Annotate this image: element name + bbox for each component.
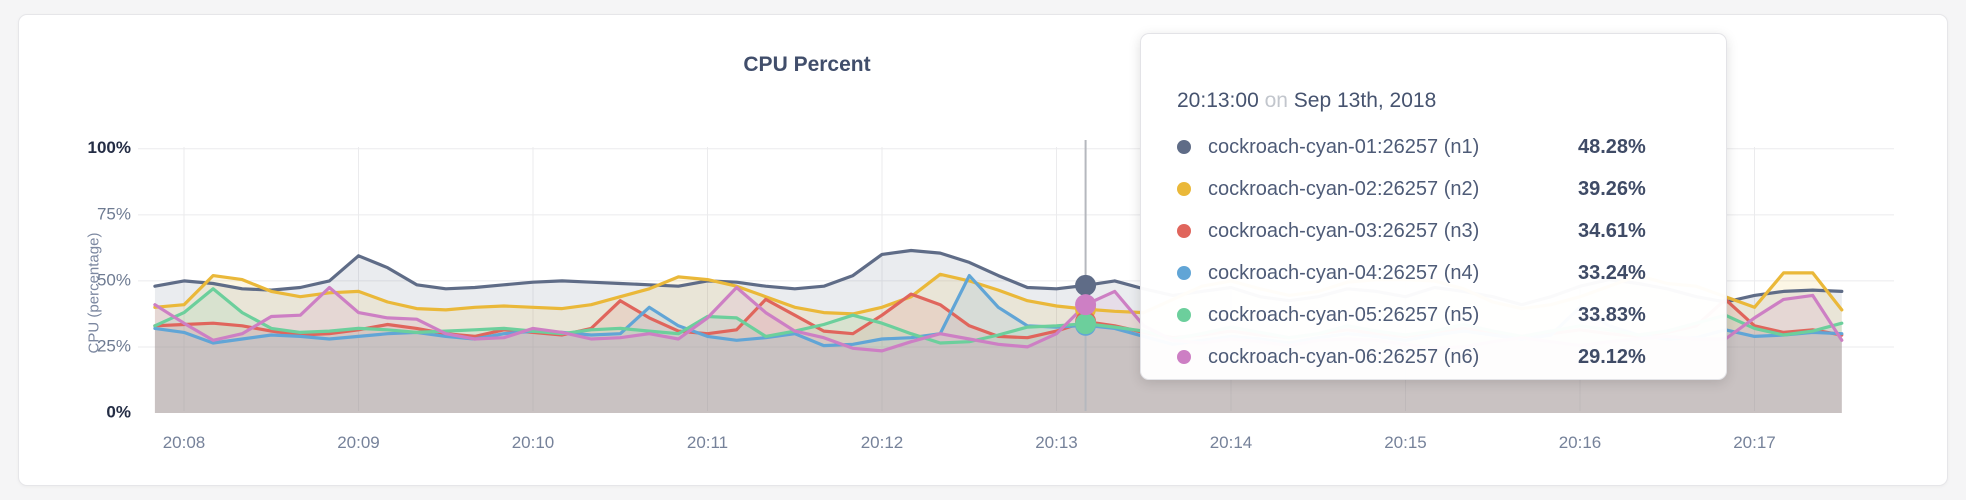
hover-dot-n1 [1075,274,1097,296]
y-tick-label: 0% [106,402,131,421]
tooltip-series-row: cockroach-cyan-02:26257 (n2) 39.26% [1177,168,1696,210]
tooltip-series-row: cockroach-cyan-03:26257 (n3) 34.61% [1177,210,1696,252]
x-tick-label: 20:14 [1210,433,1253,452]
tooltip-date: Sep 13th, 2018 [1293,89,1437,112]
hover-dot-n5 [1075,313,1097,335]
x-tick-label: 20:08 [163,433,206,452]
x-tick-label: 20:17 [1733,433,1776,452]
tooltip-timestamp: 20:13:00 on Sep 13th, 2018 [1177,86,1696,116]
series-value: 33.24% [1578,261,1646,284]
y-tick-label: 25% [97,336,131,355]
x-tick-label: 20:13 [1035,433,1078,452]
series-color-dot [1177,182,1191,196]
series-value: 29.12% [1578,345,1646,368]
y-tick-label: 100% [88,138,131,157]
series-area-n6 [154,287,1842,413]
tooltip-series-list: cockroach-cyan-01:26257 (n1) 48.28% cockro… [1177,126,1696,378]
series-name: cockroach-cyan-03:26257 (n3) [1208,219,1480,242]
tooltip-series-row: cockroach-cyan-01:26257 (n1) 48.28% [1177,126,1696,168]
series-name: cockroach-cyan-04:26257 (n4) [1208,261,1480,284]
tooltip-time: 20:13:00 [1177,89,1259,112]
x-tick-label: 20:09 [337,433,380,452]
series-color-dot [1177,308,1191,322]
series-value: 34.61% [1578,219,1646,242]
series-color-dot [1177,266,1191,280]
y-tick-label: 75% [97,204,131,223]
series-value: 39.26% [1578,177,1646,200]
series-value: 48.28% [1578,135,1646,158]
tooltip-series-row: cockroach-cyan-04:26257 (n4) 33.24% [1177,252,1696,294]
x-tick-label: 20:10 [512,433,555,452]
series-color-dot [1177,224,1191,238]
series-color-dot [1177,350,1191,364]
hover-dot-n6 [1075,294,1097,316]
chart-title: CPU Percent [743,53,871,76]
series-color-dot [1177,140,1191,154]
series-area-n5 [154,288,1842,413]
x-tick-label: 20:15 [1384,433,1427,452]
series-name: cockroach-cyan-05:26257 (n5) [1208,303,1480,326]
x-tick-label: 20:12 [861,433,904,452]
series-name: cockroach-cyan-01:26257 (n1) [1208,135,1480,158]
x-tick-label: 20:11 [687,433,728,452]
tooltip-on-word: on [1264,89,1288,112]
y-tick-label: 50% [97,270,131,289]
x-tick-label: 20:16 [1559,433,1602,452]
tooltip-series-row: cockroach-cyan-05:26257 (n5) 33.83% [1177,294,1696,336]
tooltip-series-row: cockroach-cyan-06:26257 (n6) 29.12% [1177,336,1696,378]
series-area-n3 [154,294,1842,413]
chart-tooltip: 20:13:00 on Sep 13th, 2018 cockroach-cya… [1140,33,1727,380]
series-name: cockroach-cyan-06:26257 (n6) [1208,345,1480,368]
series-value: 33.83% [1578,303,1646,326]
series-name: cockroach-cyan-02:26257 (n2) [1208,177,1480,200]
